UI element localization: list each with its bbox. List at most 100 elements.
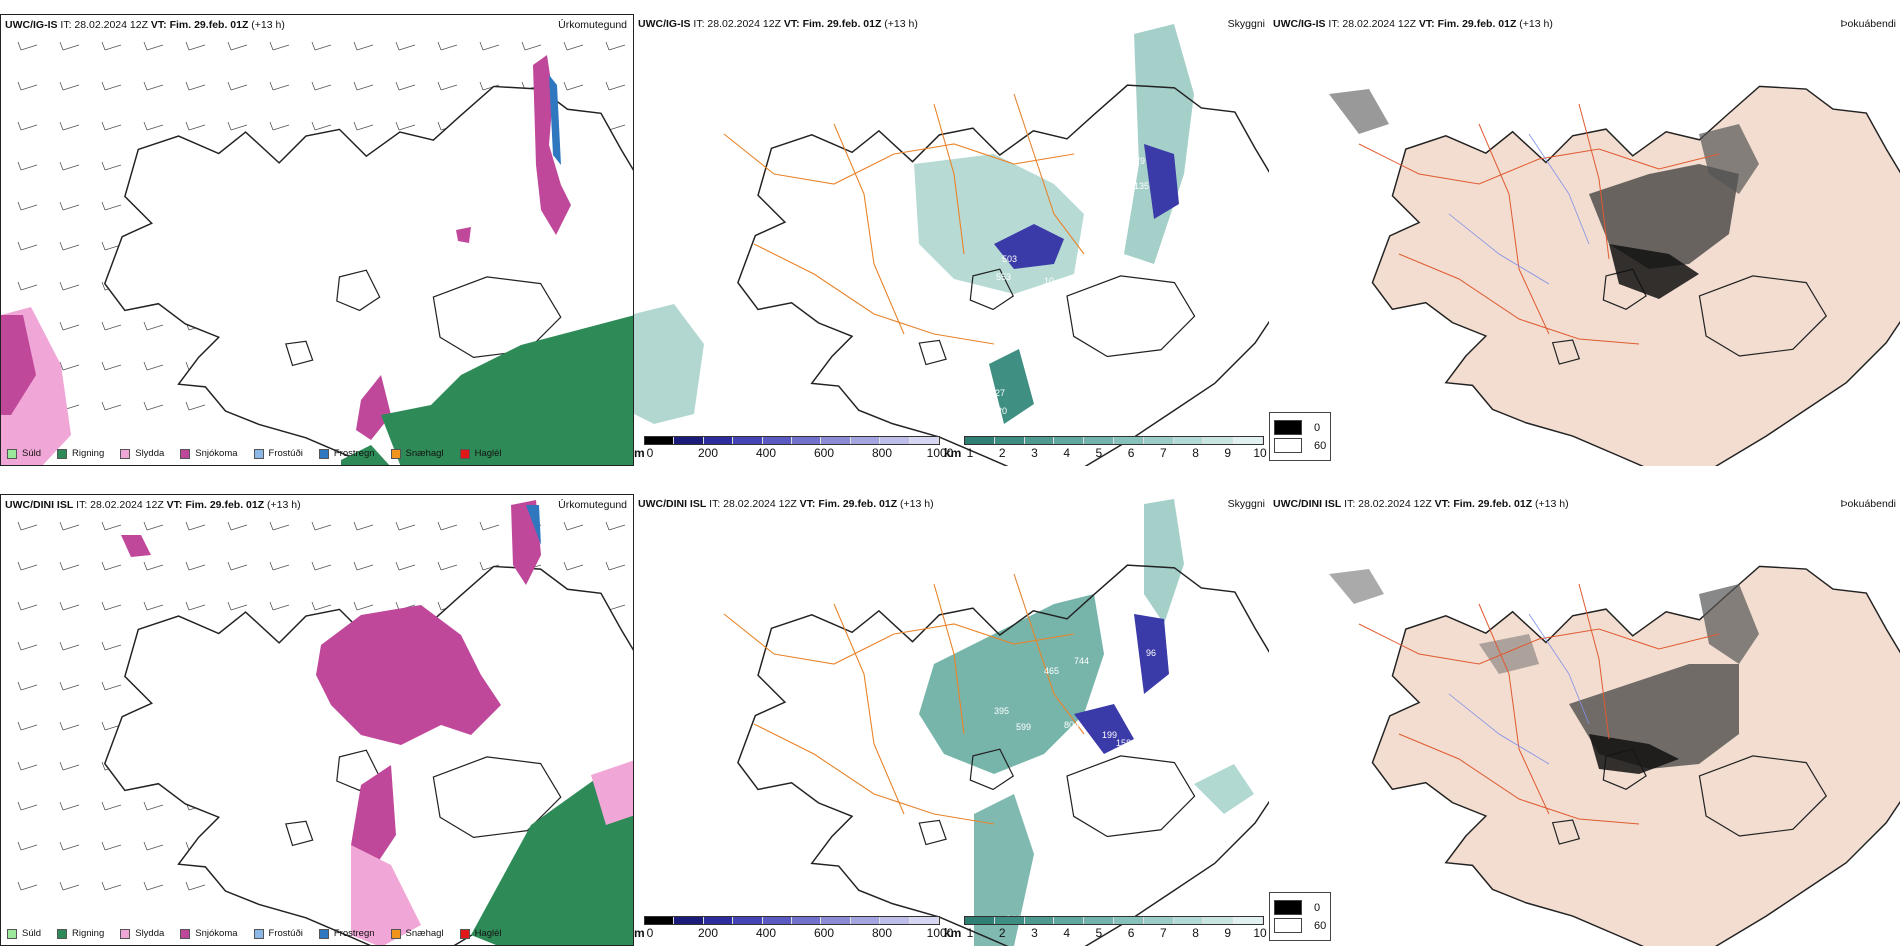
precip-type-map-dini [17,500,633,945]
legend-item: Snjókoma [180,448,238,459]
visibility-unit: km [944,926,962,940]
panel-precip-type-dini: UWC/DINI ISL IT: 28.02.2024 12Z VT: Fim.… [0,494,634,946]
ceiling-colorbar: m 0 200 400 600 800 1000 [634,916,953,944]
colorbar-segment [645,437,675,444]
visibility-value-label: 279 [1040,786,1055,796]
colorbar-tick: 10 [1253,446,1267,460]
legend-item: Súld [7,928,41,939]
visibility-value-label: 599 [1016,722,1031,732]
legend-swatch [57,448,68,459]
legend-item: Snæhagl [390,928,444,939]
colorbar-tick: 5 [1095,446,1103,460]
visibility-value-label: 142 [1094,226,1109,236]
visibility-unit: km [944,446,962,460]
visibility-value-label: 503 [1002,254,1017,264]
legend-swatch [120,448,131,459]
legend-swatch [7,928,17,939]
fog-key-row: 60 [1274,918,1326,933]
colorbar-tick: 9 [1224,446,1232,460]
fog-map-dini [1329,494,1900,946]
panel-variable-label: Úrkomutegund [558,499,627,511]
colorbar-tick: 8 [1192,926,1199,940]
visibility-value-label: 327 [990,388,1005,398]
colorbar-segment [674,917,704,924]
legend-item: Slydda [120,448,164,459]
legend-label: Frostregn [333,448,375,459]
colorbar-segment [1143,917,1174,924]
colorbar-segment [1024,917,1055,924]
colorbar-tick: 7 [1159,446,1167,460]
fog-key-swatch [1274,900,1302,915]
colorbar-segment [1054,917,1085,924]
fog-key-value: 60 [1314,919,1327,932]
fog-key-swatch [1274,438,1302,453]
colorbar-segment [1024,437,1055,444]
legend-label: Súld [22,928,42,939]
colorbar-tick: 600 [813,446,835,460]
legend-label: Rigning [72,448,105,459]
colorbar-segment [1233,917,1263,924]
colorbar-tick: 800 [871,446,893,460]
panel-header: UWC/DINI ISL IT: 28.02.2024 12Z VT: Fim.… [638,498,934,510]
panel-precip-type-ig: UWC/IG-IS IT: 28.02.2024 12Z VT: Fim. 29… [0,14,634,466]
ceiling-unit: m [634,446,645,460]
colorbar-tick: 1000 [926,446,954,460]
colorbar-tick: 4 [1063,446,1070,460]
colorbar-segment [1233,437,1263,444]
colorbar-tick: 1000 [926,926,954,940]
colorbar-tick: 800 [871,926,893,940]
colorbar-tick: 400 [755,926,777,940]
panel-visibility-dini: 46574439559980476719915896279244 UWC/DIN… [634,494,1269,946]
panel-variable-label: Skyggni [1227,18,1265,30]
colorbar-tick: 7 [1159,926,1167,940]
legend-swatch [390,448,401,459]
fog-key: 0 60 [1269,412,1332,461]
legend-swatch [7,448,17,459]
visibility-map-dini: 46574439559980476719915896279244 [723,499,1269,946]
colorbar-tick: 5 [1095,926,1103,940]
colorbar-tick: 1 [966,446,974,460]
legend-swatch [253,448,264,459]
panel-variable-label: Skyggni [1227,498,1265,510]
legend-label: Haglél [474,928,502,939]
fog-key-row: 0 [1274,420,1326,435]
panel-variable-label: Þokuábendi [1840,498,1896,510]
legend-label: Súld [22,448,42,459]
colorbar-segment [1113,437,1144,444]
colorbar-tick: 600 [813,926,835,940]
colorbar-segment [645,917,675,924]
colorbar-tick: 8 [1192,446,1199,460]
colorbar-segment [909,917,940,924]
colorbar-segment [994,437,1025,444]
colorbar-segment [1084,437,1114,444]
colorbar-segment [821,437,851,444]
colorbar-segment [1084,917,1114,924]
legend-swatch [120,928,131,939]
visibility-colorbar: km 1 2 3 4 5 6 7 8 9 10 [944,916,1269,944]
colorbar-tick: 0 [646,446,654,460]
fog-key-row: 0 [1274,900,1326,915]
colorbar-segment [762,917,793,924]
visibility-value-label: 420 [992,406,1007,416]
legend-label: Slydda [135,448,165,459]
legend-label: Snjókoma [195,928,238,939]
visibility-value-label: 395 [994,706,1009,716]
legend-label: Snjókoma [195,448,238,459]
visibility-value-label: 744 [1074,656,1089,666]
legend-item: Rigning [57,448,104,459]
panel-header: UWC/DINI ISL IT: 28.02.2024 12Z VT: Fim.… [1273,498,1569,510]
colorbar-segment [674,437,704,444]
colorbar-segment [703,437,734,444]
fog-key-value: 60 [1314,439,1327,452]
legend-label: Slydda [135,928,165,939]
legend-item: Haglél [459,448,502,459]
colorbar-tick: 400 [755,446,777,460]
legend-item: Snjókoma [180,928,238,939]
colorbar-tick: 200 [697,926,719,940]
colorbar-segment [1143,437,1174,444]
colorbar-tick: 6 [1127,926,1135,940]
legend-item: Haglél [459,928,502,939]
visibility-value-label: 804 [1064,720,1079,730]
legend-item: Frostúði [253,928,303,939]
legend-item: Frostregn [318,448,375,459]
